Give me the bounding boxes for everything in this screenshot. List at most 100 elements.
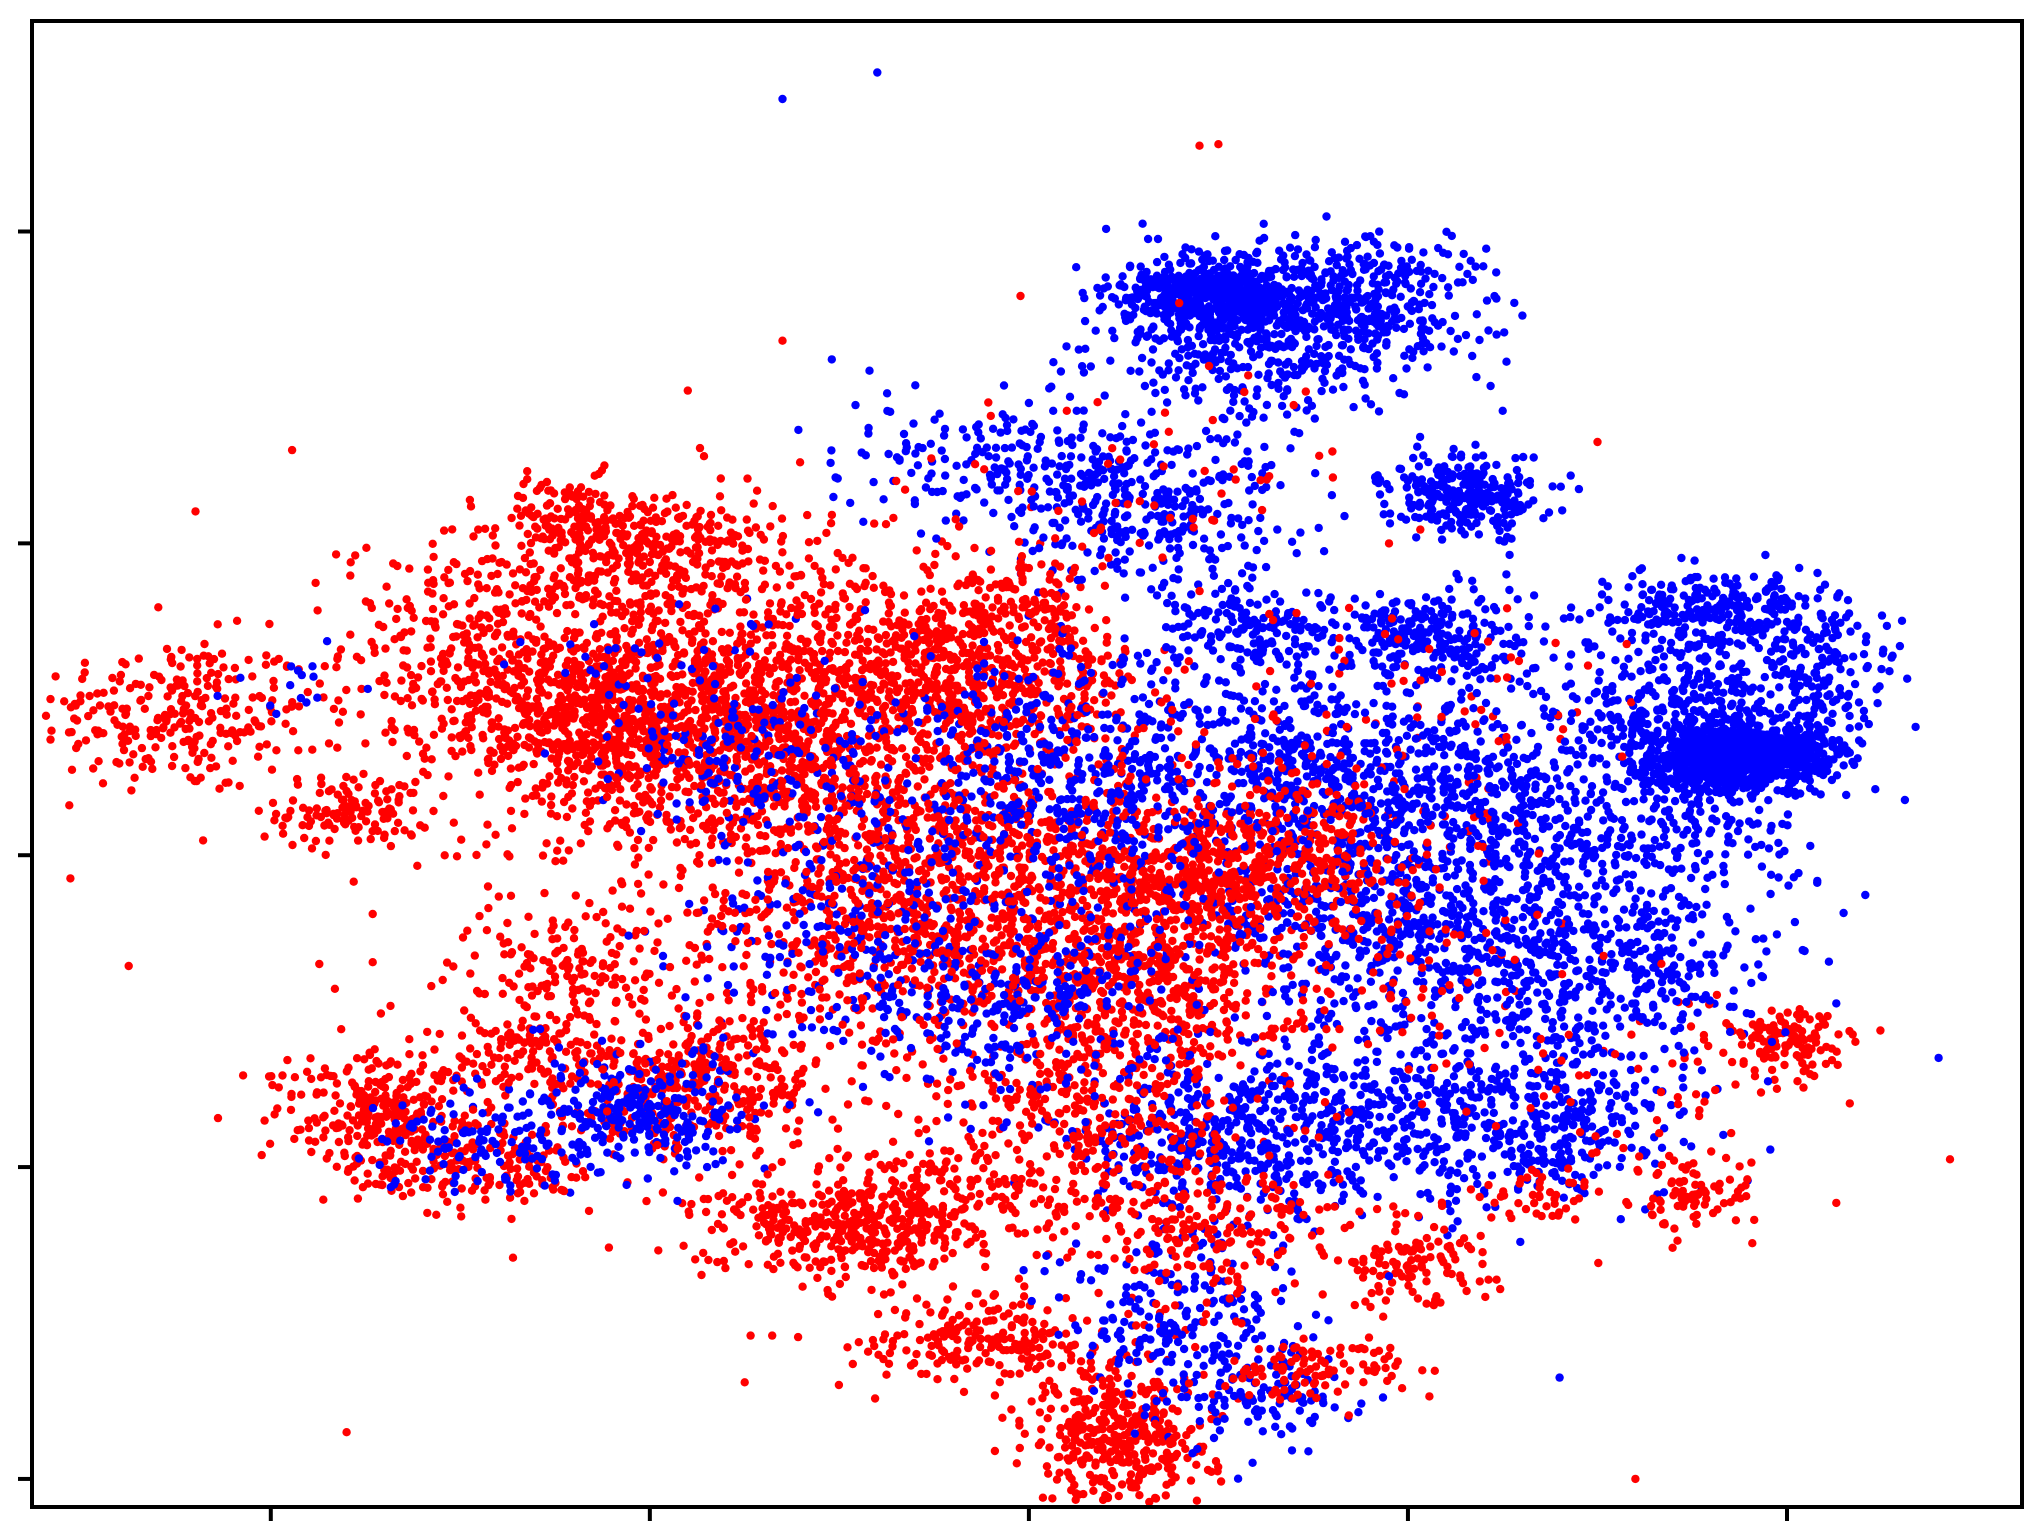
red-point: [215, 784, 224, 793]
red-point: [152, 725, 161, 735]
blue-point: [1168, 294, 1177, 303]
blue-point: [1077, 362, 1087, 371]
blue-point: [1455, 262, 1464, 271]
blue-point: [1049, 358, 1058, 367]
red-point: [715, 492, 725, 501]
blue-point: [1120, 309, 1129, 318]
blue-point: [1280, 373, 1290, 382]
blue-point: [1317, 278, 1326, 287]
blue-point: [1443, 484, 1452, 493]
blue-point: [1395, 388, 1404, 398]
red-point: [224, 742, 233, 751]
red-point: [554, 778, 563, 787]
blue-point: [1194, 396, 1203, 405]
blue-point: [1110, 333, 1119, 343]
red-point: [129, 750, 138, 759]
blue-point: [1269, 311, 1279, 320]
blue-point: [1289, 265, 1298, 274]
blue-point: [1237, 305, 1247, 314]
red-point: [610, 574, 620, 584]
red-point: [78, 674, 87, 684]
red-point: [676, 548, 685, 557]
blue-point: [1504, 622, 1513, 632]
blue-point: [1375, 227, 1384, 236]
blue-point: [1322, 353, 1331, 363]
red-point: [717, 506, 726, 515]
blue-point: [1259, 233, 1269, 243]
red-point: [288, 840, 297, 850]
blue-point: [1373, 280, 1382, 289]
red-point: [502, 560, 511, 569]
blue-point: [1342, 254, 1351, 263]
red-point: [538, 778, 548, 788]
blue-point: [1436, 620, 1445, 630]
red-point: [533, 524, 542, 533]
red-point: [193, 654, 202, 664]
red-point: [484, 688, 493, 697]
blue-point: [1357, 320, 1366, 329]
red-point: [700, 724, 709, 733]
blue-point: [1449, 444, 1458, 454]
red-point: [527, 587, 536, 596]
red-point: [583, 788, 593, 797]
blue-point: [1200, 269, 1209, 278]
red-point: [375, 776, 385, 786]
blue-point: [1317, 386, 1326, 396]
red-point: [630, 843, 639, 853]
blue-point: [1049, 406, 1058, 415]
blue-point: [1529, 496, 1538, 505]
red-point: [560, 589, 570, 599]
red-point: [556, 836, 565, 845]
blue-point: [1462, 671, 1472, 680]
red-point: [181, 701, 191, 710]
blue-point: [1194, 331, 1203, 341]
blue-point: [1204, 302, 1214, 312]
red-point: [629, 521, 639, 530]
red-point: [698, 697, 707, 706]
blue-point: [1239, 250, 1249, 260]
red-point: [608, 564, 617, 573]
red-point: [652, 517, 661, 527]
blue-point: [1472, 518, 1481, 528]
blue-point: [1434, 596, 1443, 605]
red-point: [549, 489, 559, 498]
blue-point: [1334, 253, 1344, 262]
red-point: [523, 649, 532, 659]
blue-point: [1184, 376, 1193, 385]
red-point: [679, 649, 689, 658]
blue-point: [1422, 637, 1432, 646]
red-point: [244, 723, 253, 732]
red-point: [270, 657, 279, 666]
blue-point: [1126, 366, 1135, 375]
blue-point: [1201, 426, 1211, 436]
red-point: [515, 521, 524, 530]
red-point: [631, 739, 641, 749]
red-point: [453, 663, 463, 672]
blue-point: [1364, 344, 1373, 354]
blue-point: [1415, 513, 1424, 523]
red-point: [417, 661, 426, 671]
red-point: [193, 661, 202, 670]
red-point: [552, 608, 562, 618]
blue-point: [1232, 333, 1241, 342]
blue-point: [1307, 401, 1317, 410]
blue-point: [1425, 290, 1434, 299]
blue-point: [1339, 382, 1348, 392]
blue-point: [1259, 307, 1269, 316]
blue-point: [1253, 258, 1262, 267]
red-point: [680, 691, 690, 700]
blue-point: [1199, 314, 1208, 324]
blue-point: [1446, 326, 1455, 336]
blue-point: [1385, 485, 1394, 494]
red-point: [671, 503, 680, 512]
red-point: [517, 609, 526, 618]
blue-point: [1409, 453, 1418, 463]
red-point: [663, 507, 672, 516]
red-point: [519, 677, 529, 686]
blue-point: [1366, 400, 1376, 409]
red-point: [288, 727, 298, 736]
red-point: [816, 588, 826, 597]
red-point: [411, 777, 420, 787]
red-point: [110, 716, 119, 725]
red-point: [570, 522, 579, 531]
